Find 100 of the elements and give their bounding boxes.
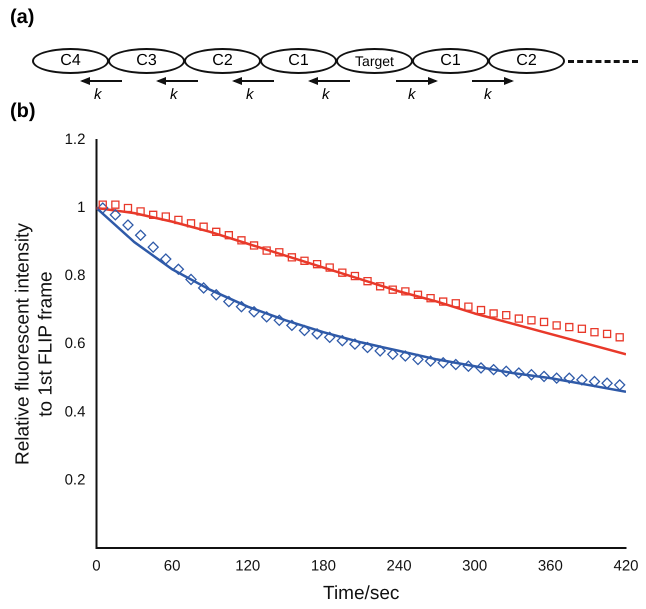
point <box>500 366 512 377</box>
point <box>526 369 538 380</box>
point <box>262 246 271 255</box>
point <box>590 328 599 336</box>
point <box>172 264 184 275</box>
point <box>261 311 272 323</box>
point <box>134 230 146 241</box>
point <box>602 330 612 338</box>
point <box>324 332 336 343</box>
point <box>300 256 309 265</box>
text: k <box>170 86 178 103</box>
point <box>538 370 550 382</box>
point <box>412 354 424 366</box>
point <box>274 314 285 326</box>
point <box>185 274 197 286</box>
x-tick-label: 240 <box>386 557 412 574</box>
point <box>374 345 386 357</box>
point <box>237 236 246 245</box>
text: C1 <box>287 52 310 70</box>
text: k <box>484 86 492 103</box>
text: Target <box>354 52 395 70</box>
point <box>578 324 586 333</box>
point <box>186 219 196 228</box>
point <box>363 276 372 286</box>
point <box>210 289 222 300</box>
point <box>286 320 298 332</box>
point <box>376 282 384 290</box>
x-tick-label: 360 <box>538 557 563 574</box>
point <box>248 306 260 318</box>
point <box>551 372 562 384</box>
point <box>199 222 208 231</box>
x-tick-label: 420 <box>613 557 639 574</box>
point <box>275 248 284 256</box>
point <box>401 287 410 296</box>
point <box>312 260 322 268</box>
point <box>450 358 462 370</box>
x-axis-title: Time/sec <box>323 582 400 604</box>
text: k <box>322 86 330 103</box>
chart-title: (b) <box>10 100 36 123</box>
point <box>388 285 397 294</box>
text: k <box>246 86 254 103</box>
point <box>387 348 398 360</box>
point <box>601 378 613 389</box>
y-tick-label: 1.2 <box>64 131 86 148</box>
point <box>452 299 460 308</box>
point <box>111 200 120 209</box>
point <box>326 263 334 272</box>
point <box>97 202 108 214</box>
point <box>588 376 600 388</box>
point <box>514 314 524 323</box>
y-tick-label: 0.2 <box>64 471 86 488</box>
text: (a) <box>10 6 34 29</box>
point <box>489 309 498 318</box>
text: C2 <box>515 52 538 70</box>
point <box>124 204 132 212</box>
x-tick-label: 60 <box>164 557 180 574</box>
point <box>616 333 624 342</box>
text: C3 <box>135 52 158 70</box>
x-tick-label: 180 <box>310 557 336 574</box>
point <box>414 290 422 299</box>
text: C2 <box>211 52 234 70</box>
text: C1 <box>439 52 462 70</box>
point <box>513 367 524 379</box>
point <box>464 302 473 311</box>
point <box>475 362 487 374</box>
point <box>338 268 346 277</box>
point <box>540 318 548 326</box>
x-tick-label: 120 <box>235 557 260 574</box>
x-tick-label: 300 <box>462 557 488 574</box>
point <box>311 328 323 340</box>
point <box>136 207 145 216</box>
text: k <box>408 86 416 103</box>
point <box>576 374 588 386</box>
text: C4 <box>59 52 82 70</box>
x-tick-label: 0 <box>92 557 101 574</box>
point <box>488 364 500 376</box>
point <box>236 301 248 312</box>
point <box>148 242 159 253</box>
point <box>564 372 575 384</box>
point <box>336 335 348 346</box>
y-tick-label: 1 <box>77 199 86 216</box>
y-tick-label: 0.6 <box>64 335 86 352</box>
point <box>424 355 436 367</box>
y-tick-label: 0.4 <box>64 403 86 420</box>
point <box>502 311 510 320</box>
y-axis-title: Relative fluorescent intensity to 1st FLIP frame <box>12 222 56 466</box>
point <box>288 253 296 262</box>
point <box>527 316 536 324</box>
point <box>198 282 210 294</box>
point <box>349 338 361 350</box>
point <box>362 342 374 354</box>
point <box>400 350 412 362</box>
point <box>438 297 448 306</box>
point <box>462 360 474 372</box>
point <box>438 357 449 368</box>
point <box>350 272 360 280</box>
point <box>160 253 172 265</box>
text: k <box>94 86 102 103</box>
point <box>174 216 183 224</box>
point <box>250 241 258 250</box>
